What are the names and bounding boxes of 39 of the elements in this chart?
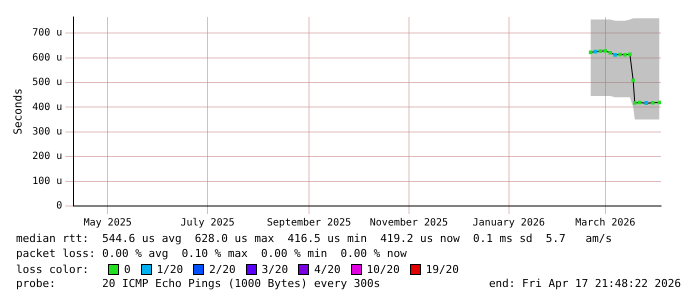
point — [651, 100, 655, 104]
point — [618, 52, 622, 56]
legend-label: 10/20 — [366, 263, 400, 276]
x-tick-label: March 2026 — [575, 218, 636, 229]
point — [633, 101, 637, 105]
text: end: Fri Apr 17 21:48:22 2026 — [488, 277, 681, 292]
x-tick-label: November 2025 — [370, 218, 448, 229]
x-tick-label: September 2025 — [266, 218, 352, 229]
y-tick-label: 200 u — [32, 151, 62, 162]
point — [608, 51, 612, 55]
y-tick-label: 100 u — [32, 176, 62, 187]
point — [623, 53, 627, 57]
x-tick-label: May 2025 — [84, 218, 132, 229]
text: probe: 20 ICMP Echo Pings (1000 Bytes) every 300s — [16, 277, 380, 292]
y-axis-title: Seconds — [11, 88, 24, 135]
text: packet loss: 0.00 % avg 0.10 % max 0.00 % min 0.00 % now — [16, 247, 408, 262]
legend-title: loss color: — [16, 263, 90, 276]
x-tick-label: January 2026 — [472, 218, 545, 229]
x-tick-label: July 2025 — [180, 218, 235, 229]
y-tick-label: 500 u — [32, 77, 62, 88]
y-tick-label: 600 u — [32, 52, 62, 64]
legend-label: 4/20 — [314, 263, 341, 276]
point — [638, 100, 642, 104]
y-tick-label: 0 — [56, 200, 62, 212]
y-tick-label: 700 u — [32, 28, 62, 39]
legend-label: 1/20 — [156, 263, 184, 276]
point — [598, 49, 602, 53]
legend-label: 2/20 — [209, 263, 236, 276]
legend-label: 0 — [124, 263, 131, 276]
text: median rtt: 544.6 us avg 628.0 us max 416.5 us min 419.2 us now 0.1 ms sd 5.7 am/s — [16, 232, 614, 247]
legend-label: 19/20 — [426, 263, 459, 276]
point — [631, 78, 635, 82]
point — [604, 49, 608, 53]
point — [628, 52, 632, 56]
point — [658, 100, 661, 104]
y-tick-label: 300 u — [32, 126, 62, 138]
legend-label: 3/20 — [262, 263, 288, 276]
y-tick-label: 400 u — [32, 102, 62, 113]
point — [588, 50, 592, 54]
